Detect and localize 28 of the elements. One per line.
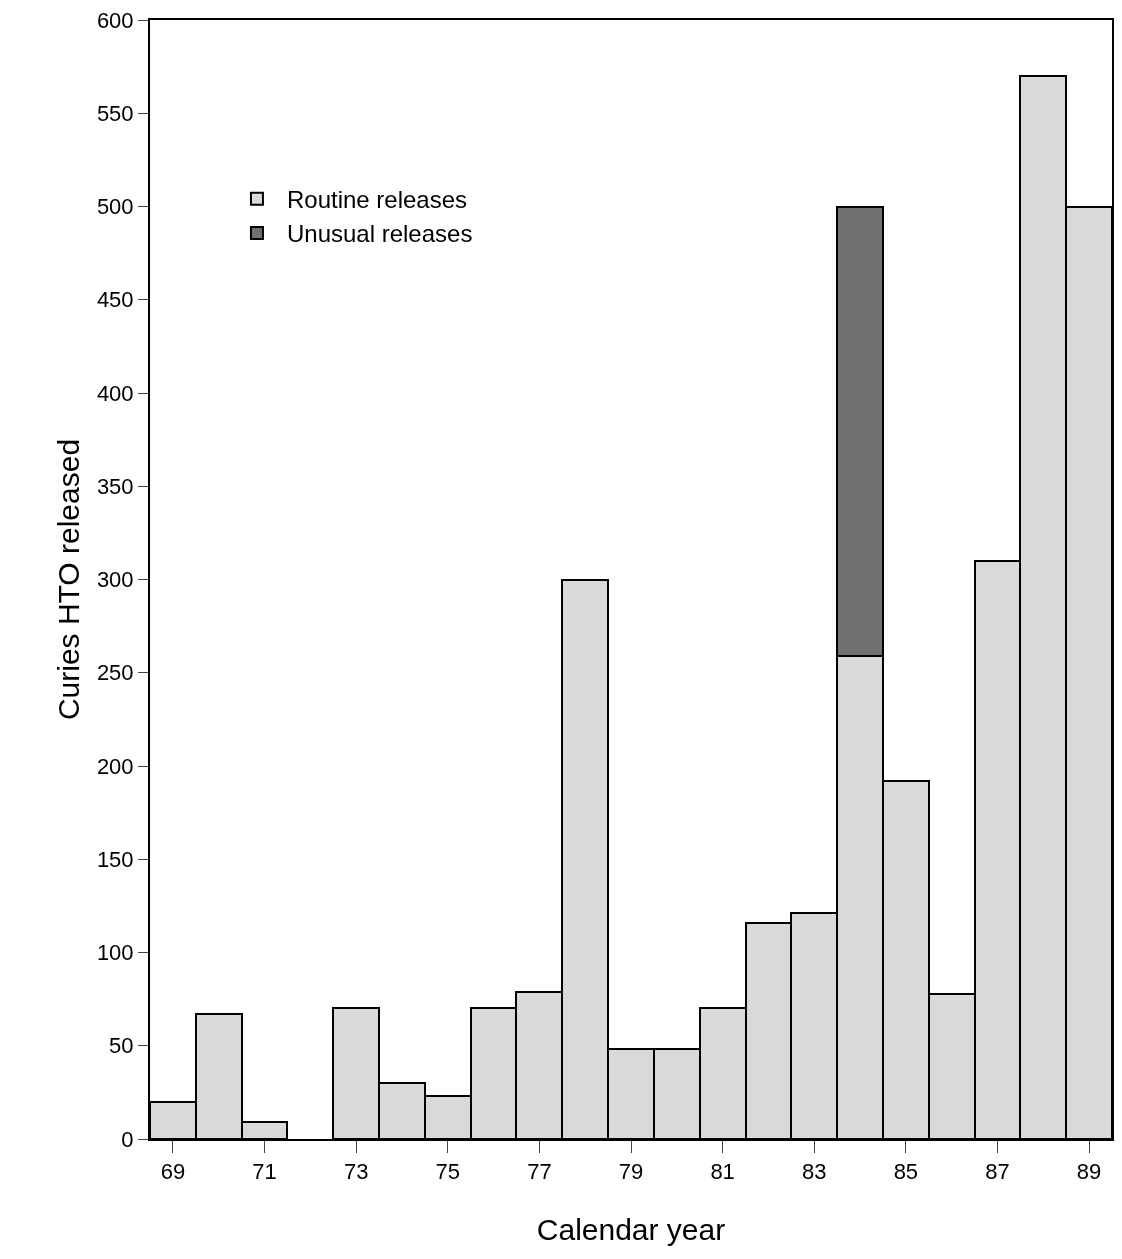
x-tick-label: 75 bbox=[435, 1159, 460, 1185]
x-tick-label: 77 bbox=[527, 1159, 552, 1185]
y-tick-label: 350 bbox=[96, 473, 134, 499]
y-tick-label: 0 bbox=[121, 1126, 134, 1152]
legend-label: Routine releases bbox=[286, 186, 468, 214]
y-tick-label: 100 bbox=[96, 940, 134, 966]
y-tick-label: 300 bbox=[96, 567, 134, 593]
x-tick-label: 87 bbox=[985, 1159, 1010, 1185]
x-axis-title: Calendar year bbox=[536, 1213, 726, 1246]
x-tick-label: 89 bbox=[1076, 1159, 1102, 1185]
legend-label: Unusual releases bbox=[286, 220, 473, 248]
y-tick-label: 450 bbox=[96, 287, 134, 313]
y-tick-label: 600 bbox=[96, 7, 134, 33]
y-tick-label: 550 bbox=[96, 100, 134, 126]
y-tick-label: 200 bbox=[96, 753, 134, 779]
y-axis-title: Curies HTO released bbox=[52, 438, 85, 721]
y-tick-label: 500 bbox=[96, 194, 134, 220]
y-tick-label: 400 bbox=[96, 380, 134, 406]
x-tick-label: 71 bbox=[252, 1159, 277, 1185]
y-tick-label: 50 bbox=[109, 1033, 134, 1059]
y-tick-label: 150 bbox=[96, 846, 134, 872]
x-tick-label: 83 bbox=[802, 1159, 827, 1185]
x-tick-label: 69 bbox=[160, 1159, 186, 1185]
y-tick-label: 250 bbox=[96, 660, 134, 686]
x-tick-label: 85 bbox=[893, 1159, 919, 1185]
x-tick-label: 73 bbox=[343, 1159, 369, 1185]
x-tick-label: 79 bbox=[618, 1159, 644, 1185]
x-tick-label: 81 bbox=[710, 1159, 735, 1185]
